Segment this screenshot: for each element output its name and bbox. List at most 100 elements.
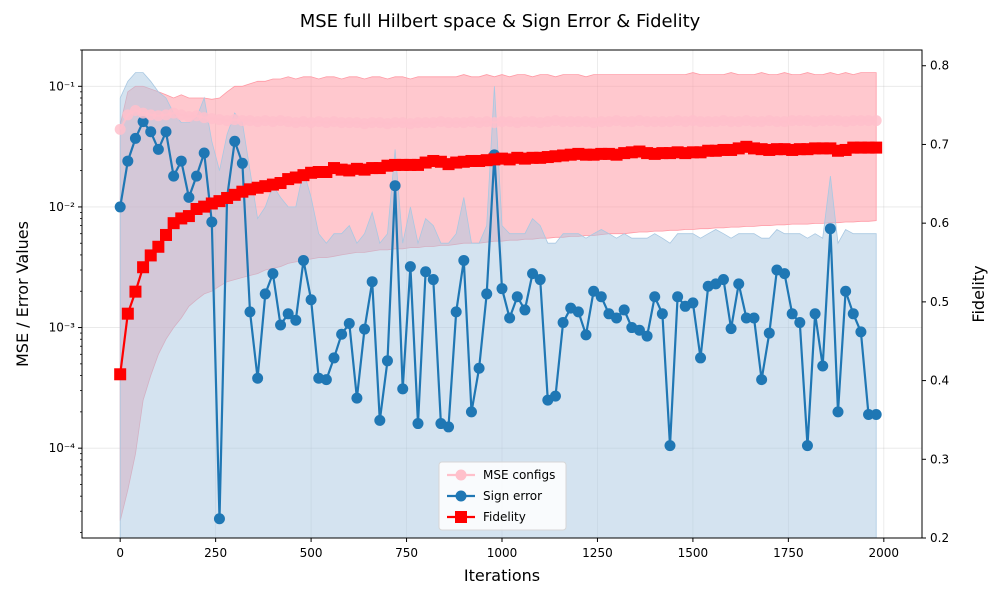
mse-config-point bbox=[557, 116, 569, 128]
sign-error-point bbox=[297, 254, 309, 266]
chart-title: MSE full Hilbert space & Sign Error & Fi… bbox=[300, 11, 701, 32]
sign-error-point bbox=[374, 414, 386, 426]
sign-error-point bbox=[450, 306, 462, 318]
mse-config-point bbox=[725, 116, 737, 128]
sign-error-point bbox=[863, 409, 875, 421]
y-right-tick-label: 0.5 bbox=[930, 295, 949, 309]
sign-error-point bbox=[122, 155, 134, 167]
y-axis-right: 0.2 0.3 0.4 0.5 0.6 0.7 0.8 bbox=[922, 59, 949, 545]
fidelity-point bbox=[121, 307, 134, 320]
sign-error-point bbox=[213, 513, 225, 525]
sign-error-point bbox=[763, 327, 775, 339]
sign-error-point bbox=[840, 285, 852, 297]
sign-error-point bbox=[801, 440, 813, 452]
sign-error-point bbox=[641, 330, 653, 342]
x-tick-label: 1250 bbox=[582, 546, 613, 560]
mse-config-point bbox=[389, 117, 401, 129]
sign-error-point bbox=[504, 312, 516, 324]
sign-error-point bbox=[366, 276, 378, 288]
mse-config-point bbox=[656, 116, 668, 128]
y-right-tick-label: 0.2 bbox=[930, 531, 949, 545]
x-axis: 0 250 500 750 1000 1250 1500 1750 2000 bbox=[116, 538, 899, 560]
y-axis-label-left: MSE / Error Values bbox=[13, 221, 32, 367]
x-tick-label: 0 bbox=[116, 546, 124, 560]
sign-error-point bbox=[817, 360, 829, 372]
sign-error-point bbox=[160, 126, 172, 138]
legend-label-2: Fidelity bbox=[483, 510, 526, 524]
sign-error-point bbox=[588, 285, 600, 297]
sign-error-point bbox=[145, 126, 157, 138]
mse-config-point bbox=[420, 117, 432, 129]
sign-error-point bbox=[748, 312, 760, 324]
sign-error-point bbox=[717, 274, 729, 286]
sign-error-point bbox=[259, 288, 271, 300]
sign-error-point bbox=[404, 261, 416, 273]
fidelity-point bbox=[129, 285, 142, 298]
mse-config-point bbox=[366, 117, 378, 129]
sign-error-point bbox=[458, 254, 470, 266]
mse-config-point bbox=[641, 116, 653, 128]
x-tick-label: 1500 bbox=[678, 546, 709, 560]
sign-error-point bbox=[527, 268, 539, 280]
sign-error-point bbox=[443, 421, 455, 433]
mse-config-point bbox=[863, 115, 875, 127]
sign-error-point bbox=[343, 318, 355, 330]
sign-error-point bbox=[656, 308, 668, 320]
sign-error-point bbox=[633, 324, 645, 336]
mse-config-point bbox=[450, 117, 462, 129]
sign-error-point bbox=[229, 135, 241, 147]
mse-config-point bbox=[412, 117, 424, 129]
sign-error-point bbox=[611, 312, 623, 324]
sign-error-point bbox=[725, 323, 737, 335]
y-left-tick-label: 10⁻¹ bbox=[49, 79, 76, 93]
y-right-tick-label: 0.3 bbox=[930, 452, 949, 466]
sign-error-point bbox=[618, 304, 630, 316]
x-tick-label: 750 bbox=[395, 546, 418, 560]
y-right-tick-label: 0.6 bbox=[930, 216, 949, 230]
sign-error-point bbox=[473, 362, 485, 374]
markers bbox=[114, 105, 883, 525]
sign-error-point bbox=[832, 406, 844, 418]
mse-config-point bbox=[519, 116, 531, 128]
fidelity-point bbox=[870, 141, 883, 154]
sign-error-point bbox=[496, 283, 508, 295]
mse-config-point bbox=[572, 116, 584, 128]
y-left-tick-label: 10⁻⁴ bbox=[49, 441, 76, 455]
sign-error-point bbox=[152, 143, 164, 155]
sign-error-point bbox=[870, 409, 882, 421]
x-tick-label: 250 bbox=[204, 546, 227, 560]
sign-error-point bbox=[282, 308, 294, 320]
sign-error-point bbox=[549, 390, 561, 402]
sign-error-point bbox=[664, 440, 676, 452]
mse-config-point bbox=[794, 115, 806, 127]
y-right-tick-label: 0.8 bbox=[930, 59, 949, 73]
sign-error-point bbox=[779, 268, 791, 280]
sign-error-point bbox=[412, 418, 424, 430]
sign-error-point bbox=[244, 306, 256, 318]
sign-error-point bbox=[206, 216, 218, 228]
legend-label-1: Sign error bbox=[483, 489, 542, 503]
fidelity-point bbox=[160, 228, 172, 241]
sign-error-point bbox=[519, 304, 531, 316]
x-tick-label: 1000 bbox=[487, 546, 518, 560]
sign-error-point bbox=[855, 326, 867, 338]
sign-error-point bbox=[481, 288, 493, 300]
mse-config-point bbox=[649, 116, 661, 128]
sign-error-point bbox=[381, 355, 393, 367]
legend: MSE configs Sign error Fidelity bbox=[438, 461, 567, 531]
mse-config-point bbox=[847, 115, 859, 127]
sign-error-point bbox=[236, 157, 248, 169]
sign-error-point bbox=[740, 312, 752, 324]
sign-error-point bbox=[733, 278, 745, 290]
y-axis-label-right: Fidelity bbox=[969, 265, 988, 322]
mse-config-point bbox=[595, 116, 607, 128]
sign-error-point bbox=[305, 294, 317, 306]
sign-error-point bbox=[420, 266, 432, 278]
sign-error-point bbox=[114, 201, 126, 213]
sign-error-point bbox=[252, 372, 264, 384]
sign-error-point bbox=[351, 392, 363, 404]
y-left-tick-label: 10⁻² bbox=[49, 200, 76, 214]
mse-config-point bbox=[870, 115, 882, 127]
sign-error-point bbox=[557, 317, 569, 329]
